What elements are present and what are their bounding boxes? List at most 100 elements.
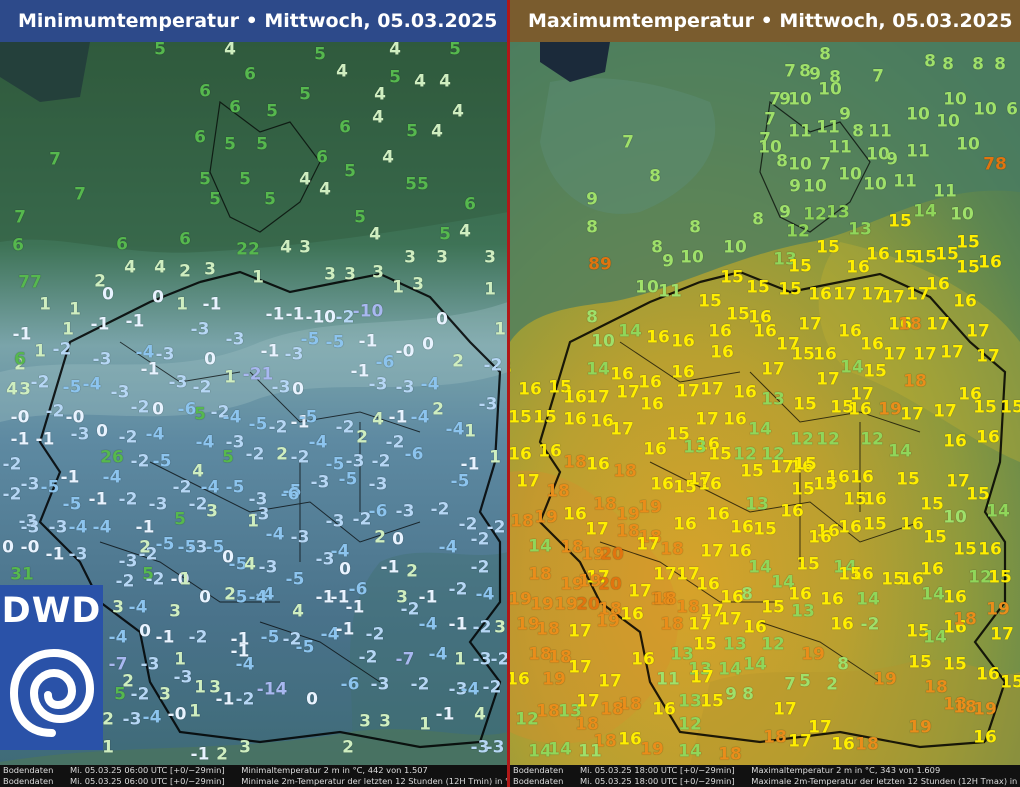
station-value: -1 bbox=[88, 489, 108, 510]
station-value: -1 bbox=[290, 412, 310, 433]
station-value: -1 bbox=[230, 641, 250, 662]
max-footer-source-2: Bodendaten bbox=[513, 776, 564, 786]
station-value: -3 bbox=[370, 674, 390, 695]
station-value: 6 bbox=[316, 147, 328, 168]
station-value: 1 bbox=[62, 319, 74, 340]
station-value: 3 bbox=[206, 501, 218, 522]
station-value: 14 bbox=[921, 584, 945, 605]
station-value: 11 bbox=[656, 669, 680, 690]
station-value: -4 bbox=[420, 374, 440, 395]
station-value: -1 bbox=[345, 597, 365, 618]
station-value: 77 bbox=[18, 272, 42, 293]
station-value: 18 bbox=[546, 481, 570, 502]
station-value: 1 bbox=[494, 319, 506, 340]
station-value: 8 bbox=[972, 54, 984, 75]
station-value: 5 bbox=[314, 44, 326, 65]
station-value: 7 bbox=[14, 207, 26, 228]
station-value: 17 bbox=[773, 699, 797, 720]
station-value: 8 bbox=[829, 67, 841, 88]
dwd-logo: DWD bbox=[0, 585, 103, 750]
station-value: 16 bbox=[780, 501, 804, 522]
station-value: 4 bbox=[382, 147, 394, 168]
station-value: 0 bbox=[422, 334, 434, 355]
station-value: 19 bbox=[878, 399, 902, 420]
station-value: -5 bbox=[205, 537, 225, 558]
station-value: 16 bbox=[720, 587, 744, 608]
station-value: 8 bbox=[689, 217, 701, 238]
station-value: 15 bbox=[913, 247, 937, 268]
station-value: 6 bbox=[14, 349, 26, 370]
station-value: 18 bbox=[598, 599, 622, 620]
station-value: 17 bbox=[585, 519, 609, 540]
station-value: 19 bbox=[516, 614, 540, 635]
station-value: -2 bbox=[430, 499, 450, 520]
station-value: 14 bbox=[856, 589, 880, 610]
station-value: -5 bbox=[62, 494, 82, 515]
station-value: -3 bbox=[110, 382, 130, 403]
station-value: 10 bbox=[943, 89, 967, 110]
station-value: 16 bbox=[650, 474, 674, 495]
station-value: 3 bbox=[112, 597, 124, 618]
station-value: 7 bbox=[872, 66, 884, 87]
station-value: 16 bbox=[723, 409, 747, 430]
station-value: 17 bbox=[798, 314, 822, 335]
station-value: 5 bbox=[174, 509, 186, 530]
max-temperature-map[interactable]: 8 7 8 9 8 7 8 8 8 8 7 9 10 10 10 9 7 11 11 8 11 10 10 10 6 7 7 10 8 1… bbox=[510, 42, 1020, 765]
min-footer: Bodendaten Mi. 05.03.25 06:00 UTC [+0/−2… bbox=[0, 765, 508, 787]
station-value: 16 bbox=[813, 344, 837, 365]
station-value: 18 bbox=[953, 609, 977, 630]
station-value: -4 bbox=[428, 644, 448, 665]
min-temperature-map[interactable]: 5 4 5 4 4 5 6 6 4 4 5 5 4 4 6 5 6 5 4 6 5 5 6 4 4 55 5 5 4 5 5 5 4 6 7 7 7 6 6… bbox=[0, 39, 508, 765]
station-value: 89 bbox=[588, 254, 612, 275]
station-value: 14 bbox=[923, 627, 947, 648]
station-value: 18 bbox=[638, 527, 662, 548]
station-value: 7 bbox=[759, 129, 771, 150]
station-value: 17 bbox=[616, 382, 640, 403]
station-value: 8 bbox=[837, 654, 849, 675]
station-value: -1 bbox=[260, 341, 280, 362]
station-value: 15 bbox=[666, 424, 690, 445]
station-value: 2 bbox=[224, 584, 236, 605]
station-value: 3 bbox=[412, 274, 424, 295]
station-value: -1 bbox=[358, 331, 378, 352]
station-value: -2 bbox=[118, 427, 138, 448]
station-value: -2 bbox=[410, 674, 430, 695]
station-value: 16 bbox=[808, 284, 832, 305]
station-value: 3 bbox=[344, 264, 356, 285]
station-value: 19 bbox=[554, 594, 578, 615]
station-value: 13 bbox=[558, 701, 582, 722]
station-value: -3 bbox=[140, 654, 160, 675]
station-value: 12 bbox=[786, 221, 810, 242]
station-value: 3 bbox=[19, 379, 31, 400]
station-value: 3 bbox=[204, 259, 216, 280]
station-value: -4 bbox=[475, 584, 495, 605]
station-value: 4 bbox=[374, 84, 386, 105]
max-footer-row-1: Bodendaten Mi. 05.03.25 18:00 UTC [+0/−2… bbox=[513, 765, 1020, 776]
station-value: 18 bbox=[548, 647, 572, 668]
station-value: 4 bbox=[431, 121, 443, 142]
station-value: 4 bbox=[6, 379, 18, 400]
station-value: -1 bbox=[305, 307, 325, 328]
station-value: 5 bbox=[439, 224, 451, 245]
station-value: 4 bbox=[224, 39, 236, 60]
station-value: 2 bbox=[374, 527, 386, 548]
station-value: 11 bbox=[578, 741, 602, 762]
station-value: 16 bbox=[610, 364, 634, 385]
station-value: 6 bbox=[194, 127, 206, 148]
station-value: 17 bbox=[695, 409, 719, 430]
station-value: 1 bbox=[39, 294, 51, 315]
station-value: -3 bbox=[284, 344, 304, 365]
station-value: 14 bbox=[528, 536, 552, 557]
station-value: -4 bbox=[320, 624, 340, 645]
station-value: -0 bbox=[10, 407, 30, 428]
station-value: 4 bbox=[336, 61, 348, 82]
station-value: 14 bbox=[618, 321, 642, 342]
station-value: -1 bbox=[125, 311, 145, 332]
station-value: -3 bbox=[470, 737, 490, 758]
station-value: 9 bbox=[886, 149, 898, 170]
station-value: 18 bbox=[616, 521, 640, 542]
station-value: -1 bbox=[140, 359, 160, 380]
station-value: -3 bbox=[368, 374, 388, 395]
station-value: -3 bbox=[448, 679, 468, 700]
station-value: 17 bbox=[688, 614, 712, 635]
